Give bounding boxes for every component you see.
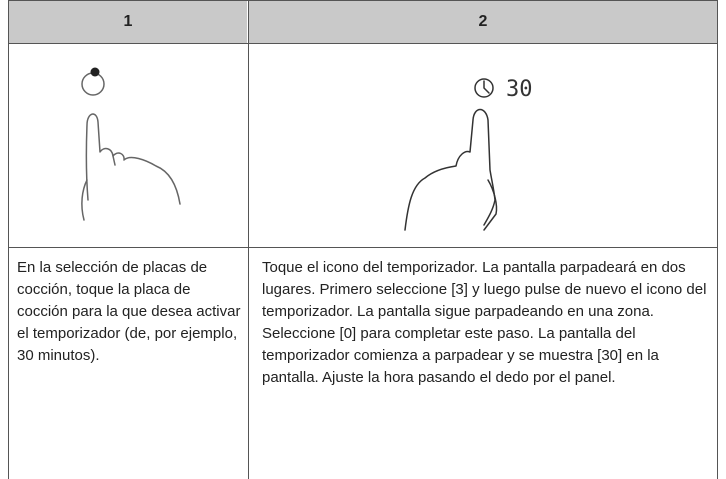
hand-1 <box>81 72 181 221</box>
border <box>8 43 718 44</box>
border <box>8 247 718 248</box>
cell-text: Toque el icono del temporizador. La pant… <box>262 259 707 386</box>
timer-display: 30 <box>506 77 533 102</box>
cell-text: En la selección de placas de cocción, to… <box>17 259 241 364</box>
hand-2 <box>404 78 498 231</box>
border <box>248 0 249 479</box>
border <box>717 0 718 479</box>
border <box>8 0 718 1</box>
touch-dot <box>90 67 100 77</box>
header-cell: 2 <box>249 1 717 43</box>
header-cell: 1 <box>9 1 247 43</box>
border <box>8 0 9 479</box>
